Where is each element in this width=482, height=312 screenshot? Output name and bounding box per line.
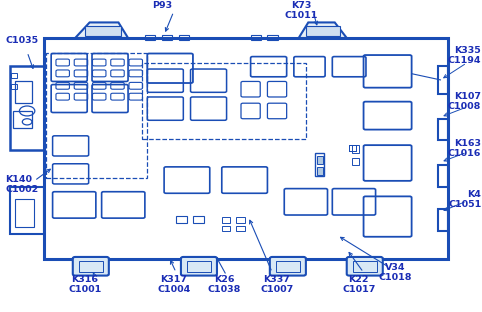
Text: C1051: C1051 [448,200,482,209]
Bar [222,217,230,223]
Text: K140: K140 [5,175,32,184]
Bar [178,35,189,40]
Text: C1038: C1038 [207,285,241,294]
Text: K26: K26 [214,275,234,284]
Text: C1002: C1002 [5,185,39,194]
Bar [222,226,230,231]
Bar [10,187,44,234]
Polygon shape [299,22,347,38]
Text: K337: K337 [264,275,291,284]
Bar [349,144,356,151]
Text: C1001: C1001 [68,285,101,294]
Text: C1194: C1194 [448,56,482,65]
Bar [351,145,359,153]
Bar [79,261,103,271]
Text: P93: P93 [152,1,172,10]
Text: K107: K107 [455,92,482,101]
Text: C1017: C1017 [342,285,375,294]
Bar [268,35,278,40]
Text: C1011: C1011 [284,11,318,20]
Text: V34: V34 [385,263,405,272]
Bar [438,66,448,94]
Bar [44,38,448,259]
Bar [85,26,121,37]
Text: C1018: C1018 [378,273,412,282]
Bar [317,167,323,175]
Bar [11,73,17,78]
Bar [143,63,306,139]
Bar [438,165,448,187]
Bar [10,66,44,150]
Bar [145,35,156,40]
Bar [13,111,32,128]
Text: K317: K317 [160,275,187,284]
Polygon shape [75,22,128,38]
Bar [353,261,376,271]
Text: C1016: C1016 [448,149,482,158]
Text: C1004: C1004 [157,285,190,294]
Text: C1008: C1008 [448,102,482,111]
Bar [349,144,356,151]
Bar [438,209,448,231]
FancyBboxPatch shape [270,257,306,275]
Bar [316,153,324,176]
FancyBboxPatch shape [181,257,217,275]
Bar [351,158,359,165]
Bar [15,199,34,227]
Text: K4: K4 [468,190,482,199]
Text: K316: K316 [71,275,98,284]
Bar [349,144,356,151]
FancyBboxPatch shape [73,257,109,275]
Bar [251,35,261,40]
Bar [306,26,339,37]
Bar [11,84,17,89]
Bar [161,35,172,40]
Text: K22: K22 [348,275,369,284]
Bar [176,216,187,223]
Bar [187,261,211,271]
Bar [15,81,32,103]
Text: K73: K73 [291,1,311,10]
Bar [236,217,245,223]
Text: K335: K335 [455,46,482,55]
Bar [46,53,147,178]
Text: C1035: C1035 [5,37,39,46]
Bar [276,261,300,271]
Bar [236,226,245,231]
Text: C1007: C1007 [260,285,294,294]
Text: K163: K163 [455,139,482,148]
Bar [193,216,203,223]
FancyBboxPatch shape [347,257,383,275]
Bar [317,156,323,164]
Bar [438,119,448,140]
